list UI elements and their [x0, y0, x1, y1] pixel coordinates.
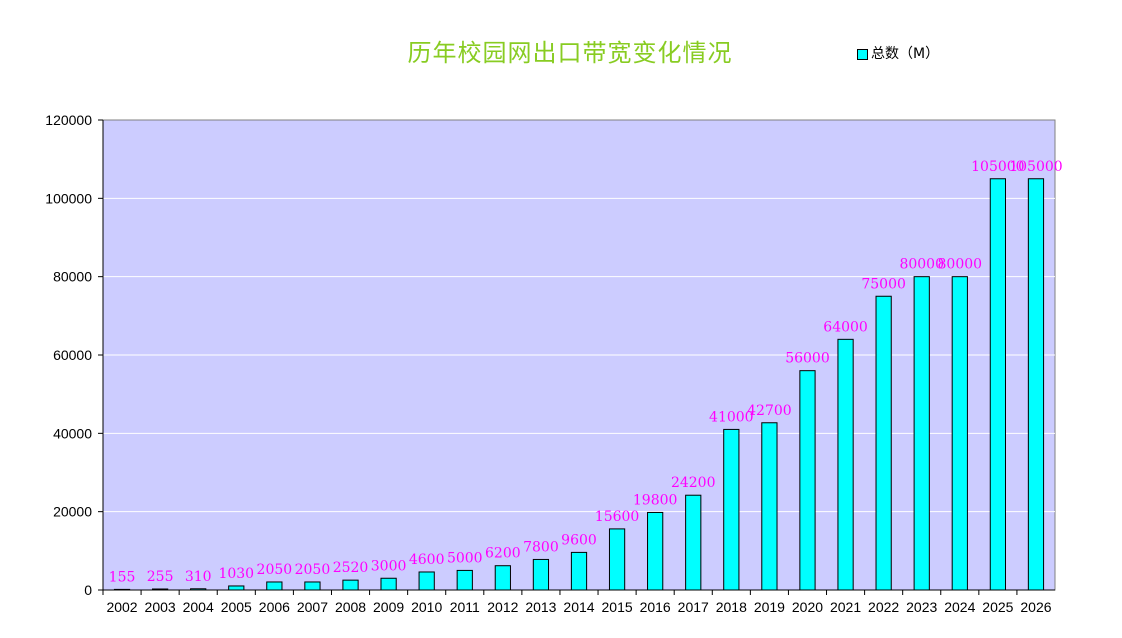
x-tick-label: 2020	[792, 599, 823, 615]
bar	[380, 577, 397, 591]
bar	[494, 565, 511, 591]
bar	[113, 588, 131, 591]
bar	[1027, 178, 1045, 591]
data-label: 75000	[861, 276, 906, 292]
data-label: 255	[147, 569, 174, 585]
bar	[761, 422, 778, 591]
bar	[532, 558, 550, 591]
y-tick-label: 60000	[53, 347, 92, 363]
legend-swatch	[857, 48, 868, 60]
y-tick-label: 120000	[45, 112, 92, 128]
bar	[723, 428, 740, 591]
bar	[989, 178, 1006, 591]
bar	[951, 276, 968, 591]
bar	[152, 588, 169, 591]
bar	[875, 295, 892, 591]
x-tick-label: 2011	[450, 599, 480, 615]
data-label: 3000	[371, 558, 407, 574]
data-label: 6200	[485, 546, 521, 562]
x-tick-label: 2005	[221, 599, 252, 615]
bar	[342, 579, 359, 591]
data-label: 5000	[447, 550, 483, 566]
data-label: 105000	[1009, 159, 1062, 175]
y-tick-label: 40000	[53, 425, 92, 441]
data-label: 310	[185, 569, 212, 585]
x-tick-label: 2013	[525, 599, 556, 615]
x-tick-label: 2008	[335, 599, 366, 615]
x-tick-label: 2026	[1020, 599, 1051, 615]
data-label: 1030	[218, 566, 254, 582]
data-label: 105000	[971, 159, 1024, 175]
bar	[685, 494, 702, 591]
data-label: 155	[109, 569, 136, 585]
data-label: 64000	[823, 319, 868, 335]
bar	[304, 581, 321, 591]
legend-label: 总数（M）	[871, 46, 940, 62]
bar	[228, 585, 245, 591]
x-tick-label: 2007	[297, 599, 328, 615]
y-tick-label: 20000	[53, 504, 92, 520]
x-tick-label: 2024	[944, 599, 975, 615]
x-tick-label: 2023	[906, 599, 937, 615]
data-label: 9600	[561, 532, 597, 548]
data-label: 80000	[899, 257, 944, 273]
x-tick-label: 2004	[183, 599, 214, 615]
data-label: 19800	[633, 492, 678, 508]
data-label: 24200	[671, 475, 716, 491]
x-tick-label: 2012	[487, 599, 518, 615]
bar	[837, 338, 854, 591]
x-tick-label: 2021	[830, 599, 861, 615]
x-tick-label: 2025	[982, 599, 1013, 615]
x-tick-label: 2006	[259, 599, 290, 615]
y-tick-label: 0	[84, 582, 92, 598]
data-label: 2050	[295, 562, 331, 578]
x-tick-label: 2009	[373, 599, 404, 615]
x-tick-label: 2019	[754, 599, 785, 615]
bar	[418, 571, 435, 591]
x-tick-label: 2014	[563, 599, 594, 615]
bar	[647, 511, 664, 591]
data-label: 2520	[333, 560, 369, 576]
x-tick-label: 2016	[640, 599, 671, 615]
x-tick-label: 2022	[868, 599, 899, 615]
y-tick-label: 80000	[53, 269, 92, 285]
x-tick-label: 2010	[411, 599, 442, 615]
x-tick-label: 2018	[716, 599, 747, 615]
y-tick-label: 100000	[45, 190, 92, 206]
bar	[456, 569, 473, 591]
x-tick-label: 2015	[602, 599, 633, 615]
x-tick-label: 2002	[106, 599, 137, 615]
data-label: 42700	[747, 403, 792, 419]
legend: 总数（M）	[857, 43, 939, 63]
data-label: 4600	[409, 552, 445, 568]
data-label: 80000	[938, 257, 983, 273]
data-label: 41000	[709, 409, 754, 425]
bar	[913, 276, 930, 591]
data-label: 7800	[523, 539, 559, 555]
bar	[608, 528, 626, 591]
bar	[190, 588, 207, 591]
data-label: 56000	[785, 351, 830, 367]
x-tick-label: 2003	[145, 599, 176, 615]
data-label: 2050	[257, 562, 293, 578]
bar	[799, 370, 816, 591]
data-label: 15600	[595, 509, 640, 525]
bar	[570, 551, 588, 591]
x-tick-label: 2017	[678, 599, 709, 615]
chart-title: 历年校园网出口带宽变化情况	[407, 39, 733, 67]
bar	[266, 581, 283, 591]
